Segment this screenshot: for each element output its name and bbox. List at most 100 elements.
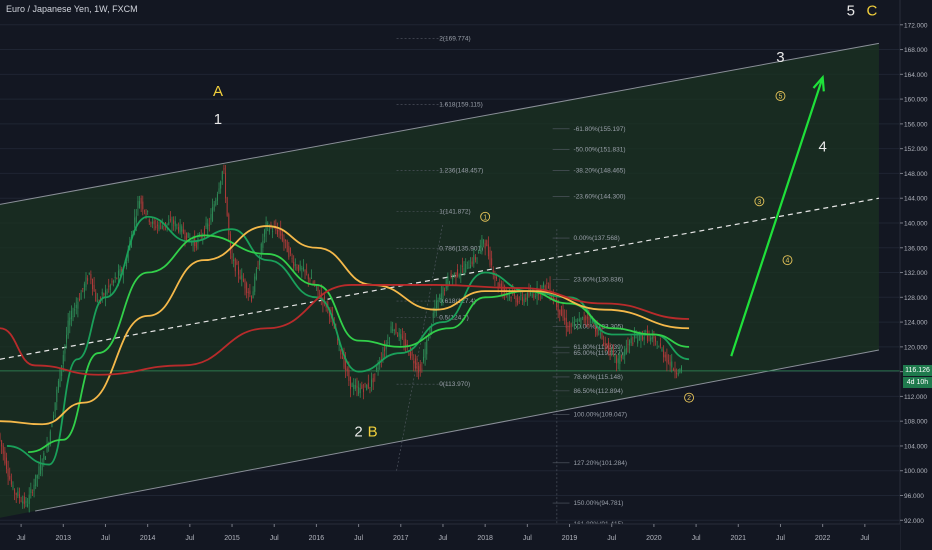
price-tick-label: 140.000 — [904, 220, 928, 227]
candle-body — [19, 494, 20, 498]
candle-body — [45, 457, 46, 460]
time-tick-label: Jul — [270, 535, 279, 542]
candle-body — [318, 286, 319, 291]
candle-body — [436, 301, 437, 308]
candle-body — [8, 469, 9, 477]
candle-body — [348, 370, 349, 381]
candle-body — [528, 292, 529, 296]
candle-body — [610, 345, 611, 356]
candle-body — [532, 294, 533, 296]
circled-wave-label: 5 — [779, 94, 783, 101]
candle-body — [673, 369, 674, 371]
candle-body — [433, 313, 434, 317]
fib-ret-label: 65.00%(119.027) — [574, 350, 623, 357]
candle-body — [585, 316, 586, 320]
circled-wave-label: 4 — [786, 258, 790, 265]
candle-body — [559, 310, 560, 315]
candle-body — [279, 229, 280, 231]
candle-body — [175, 221, 176, 226]
candle-body — [624, 349, 625, 356]
candle-body — [186, 233, 187, 241]
fib-ext-label: 1.618(159.115) — [439, 102, 483, 109]
candle-body — [63, 355, 64, 364]
candle-body — [428, 339, 429, 340]
candle-body — [245, 280, 246, 289]
candle-body — [212, 207, 213, 221]
candle-body — [387, 342, 388, 343]
candle-body — [206, 223, 207, 227]
candle-body — [337, 339, 338, 340]
candle-body — [395, 324, 396, 333]
candle-body — [675, 369, 676, 372]
candle-body — [350, 377, 351, 389]
candle-body — [147, 211, 148, 212]
candle-body — [136, 216, 137, 222]
candle-body — [478, 252, 479, 254]
time-tick-label: 2022 — [815, 535, 831, 542]
candle-body — [66, 335, 67, 343]
time-axis-bg — [0, 524, 900, 550]
candle-body — [172, 224, 173, 225]
candle-body — [579, 319, 580, 321]
candle-body — [201, 236, 202, 237]
candle-body — [373, 378, 374, 382]
candle-body — [43, 453, 44, 460]
candle-body — [621, 355, 622, 358]
candle-body — [97, 301, 98, 303]
candle-body — [499, 284, 500, 287]
candle-body — [305, 270, 306, 272]
candle-body — [491, 258, 492, 265]
candle-body — [282, 233, 283, 240]
fib-ret-label: -61.80%(155.197) — [574, 126, 626, 133]
candle-body — [660, 343, 661, 346]
candle-body — [600, 333, 601, 334]
candle-body — [95, 293, 96, 302]
candle-body — [30, 489, 31, 493]
price-tick-label: 104.000 — [904, 443, 928, 450]
candle-body — [296, 267, 297, 268]
time-axis[interactable]: Jul 2013 Jul 2014 Jul 2015 Jul 2016 Jul 2017 Jul 20… — [0, 524, 900, 550]
candle-body — [652, 337, 653, 339]
candle-body — [277, 230, 278, 235]
candle-body — [614, 355, 615, 356]
time-tick-label: Jul — [607, 535, 616, 542]
candle-body — [454, 273, 455, 275]
candle-body — [266, 222, 267, 234]
candle-body — [577, 326, 578, 327]
candle-body — [582, 317, 583, 318]
candle-body — [16, 493, 17, 495]
price-axis[interactable]: 92.000 96.000 100.000 104.000 108.000 112.000… — [900, 0, 932, 550]
candle-body — [511, 297, 512, 298]
candle-body — [439, 295, 440, 300]
candle-body — [647, 331, 648, 341]
candle-body — [378, 368, 379, 370]
candle-body — [391, 326, 392, 332]
candle-body — [569, 326, 570, 327]
candle-body — [269, 229, 270, 231]
candle-body — [519, 301, 520, 302]
candle-body — [290, 248, 291, 253]
candle-body — [627, 344, 628, 345]
candle-body — [82, 288, 83, 289]
candle-body — [168, 222, 169, 225]
candle-body — [152, 222, 153, 224]
candle-body — [259, 260, 260, 265]
candle-body — [298, 265, 299, 271]
candle-body — [79, 299, 80, 300]
candle-body — [301, 268, 302, 269]
time-tick-label: 2015 — [224, 535, 240, 542]
candle-body — [470, 265, 471, 268]
candle-body — [219, 188, 220, 192]
candle-body — [626, 348, 627, 355]
candle-body — [413, 361, 414, 363]
candle-body — [243, 279, 244, 281]
candle-body — [613, 350, 614, 352]
price-tick-label: 168.000 — [904, 47, 928, 54]
price-tick-label: 152.000 — [904, 146, 928, 153]
fib-ret-label: 23.60%(130.836) — [574, 277, 624, 284]
price-tick-label: 132.000 — [904, 270, 928, 277]
candle-body — [464, 268, 465, 274]
candle-body — [103, 293, 104, 295]
candle-body — [340, 350, 341, 354]
